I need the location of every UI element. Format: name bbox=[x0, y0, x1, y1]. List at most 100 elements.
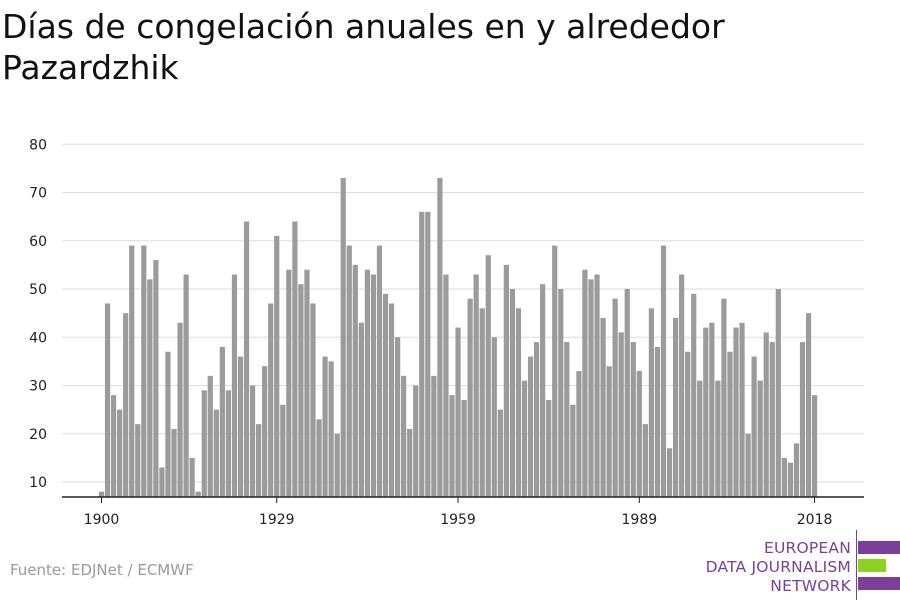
bar-1954 bbox=[425, 211, 431, 498]
bar-1947 bbox=[382, 293, 389, 497]
bar-1980 bbox=[582, 269, 588, 497]
bar-1905 bbox=[129, 245, 135, 497]
bar-series bbox=[98, 178, 824, 498]
bar-1944 bbox=[364, 269, 370, 497]
logo-divider bbox=[856, 530, 857, 600]
bar-2000 bbox=[703, 327, 709, 497]
y-tick-label-30: 30 bbox=[29, 379, 47, 395]
bar-1924 bbox=[243, 221, 250, 497]
bar-1941 bbox=[346, 245, 352, 497]
logo-line-2: DATA JOURNALISM bbox=[705, 558, 851, 576]
bar-1918 bbox=[207, 375, 213, 497]
bar-1919 bbox=[213, 409, 219, 498]
bar-1969 bbox=[515, 308, 522, 497]
bar-1926 bbox=[256, 424, 262, 497]
bar-1927 bbox=[262, 366, 268, 497]
bar-1976 bbox=[558, 289, 564, 497]
bar-1970 bbox=[521, 380, 528, 497]
bar-2014 bbox=[787, 462, 793, 497]
x-tick-label-1959: 1959 bbox=[440, 512, 476, 528]
bar-2016 bbox=[799, 342, 806, 497]
bar-2001 bbox=[709, 322, 715, 497]
bar-1916 bbox=[195, 491, 201, 497]
bar-1993 bbox=[660, 245, 667, 497]
bar-1974 bbox=[546, 399, 552, 497]
bar-2009 bbox=[757, 380, 763, 497]
bar-1935 bbox=[310, 303, 316, 497]
bar-1959 bbox=[455, 327, 461, 497]
bar-1915 bbox=[189, 457, 195, 498]
bar-1921 bbox=[225, 390, 231, 497]
bar-1925 bbox=[249, 385, 256, 497]
bar-1913 bbox=[177, 322, 183, 497]
y-tick-label-10: 10 bbox=[29, 475, 47, 491]
bar-1920 bbox=[219, 346, 225, 497]
logo-stripe-purple-top bbox=[858, 541, 900, 554]
bar-1961 bbox=[467, 298, 473, 497]
bar-1907 bbox=[141, 245, 147, 497]
logo-line-3: NETWORK bbox=[770, 577, 851, 595]
bar-1999 bbox=[697, 380, 703, 497]
bar-1982 bbox=[594, 274, 600, 497]
edjnet-logo: EUROPEAN DATA JOURNALISM NETWORK bbox=[700, 530, 900, 600]
source-note: Fuente: EDJNet / ECMWF bbox=[10, 561, 194, 579]
y-tick-label-50: 50 bbox=[29, 282, 47, 298]
gridlines bbox=[62, 143, 864, 483]
x-tick-label-1989: 1989 bbox=[622, 512, 658, 528]
bar-2002 bbox=[715, 380, 721, 497]
bar-1964 bbox=[485, 255, 491, 497]
bar-1908 bbox=[147, 279, 153, 497]
bar-1939 bbox=[334, 433, 340, 497]
bar-2018 bbox=[811, 395, 818, 497]
bar-1956 bbox=[437, 178, 443, 497]
y-tick-label-20: 20 bbox=[29, 427, 47, 443]
y-tick-label-60: 60 bbox=[29, 234, 47, 250]
y-axis-tick-labels: 10 20 30 40 50 60 70 80 bbox=[29, 137, 47, 491]
chart-title: Días de congelación anuales en y alreded… bbox=[2, 7, 725, 87]
bar-1967 bbox=[503, 264, 509, 498]
bar-1937 bbox=[322, 356, 328, 497]
bar-1951 bbox=[407, 428, 413, 497]
bar-1930 bbox=[280, 404, 286, 497]
bar-1968 bbox=[509, 289, 516, 497]
bar-1998 bbox=[691, 293, 697, 497]
bar-1932 bbox=[292, 221, 298, 497]
bar-2017 bbox=[805, 313, 812, 498]
bar-1972 bbox=[534, 342, 540, 497]
bar-1985 bbox=[612, 298, 618, 497]
bar-1928 bbox=[268, 303, 274, 497]
bar-1987 bbox=[624, 289, 630, 497]
bar-1945 bbox=[370, 274, 377, 497]
bar-1906 bbox=[135, 424, 141, 497]
logo-stripe-purple-bottom bbox=[858, 577, 900, 590]
y-tick-label-70: 70 bbox=[29, 186, 47, 202]
bar-1940 bbox=[340, 178, 346, 497]
bar-1979 bbox=[576, 371, 582, 497]
bar-1992 bbox=[654, 346, 661, 497]
bar-1922 bbox=[231, 274, 238, 497]
bar-1990 bbox=[642, 424, 648, 497]
bar-1994 bbox=[666, 448, 673, 497]
bar-1952 bbox=[413, 385, 419, 497]
bar-1929 bbox=[274, 235, 280, 498]
bar-1914 bbox=[183, 274, 189, 497]
x-tick-label-1900: 1900 bbox=[84, 512, 120, 528]
bar-2007 bbox=[745, 433, 751, 497]
x-axis-tick-labels: 1900 1929 1959 1989 2018 bbox=[84, 497, 832, 528]
bar-1966 bbox=[497, 409, 503, 498]
bar-1988 bbox=[630, 342, 636, 497]
bar-1923 bbox=[237, 356, 244, 497]
bar-1991 bbox=[648, 308, 655, 497]
bar-1903 bbox=[117, 409, 123, 498]
bar-1957 bbox=[443, 274, 449, 497]
bar-1975 bbox=[552, 245, 558, 497]
bar-1973 bbox=[540, 284, 546, 497]
y-tick-label-80: 80 bbox=[29, 137, 47, 153]
bar-1900 bbox=[98, 491, 105, 497]
bar-1946 bbox=[376, 245, 383, 497]
y-tick-label-40: 40 bbox=[29, 330, 47, 346]
bar-1902 bbox=[110, 395, 117, 497]
bar-1986 bbox=[618, 332, 624, 497]
bar-2013 bbox=[781, 457, 787, 498]
bar-1960 bbox=[461, 399, 467, 497]
